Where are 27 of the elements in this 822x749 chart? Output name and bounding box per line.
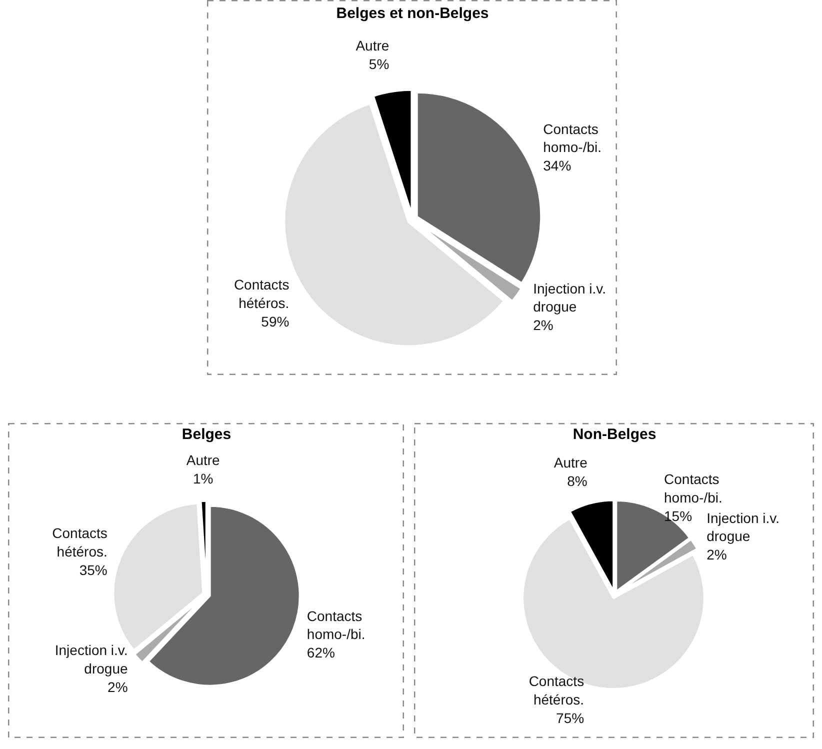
slice-label: Contacts homo-/bi. — [664, 471, 722, 506]
data-label: 59% — [261, 313, 290, 330]
data-label: 62% — [306, 644, 335, 661]
slice-label: Injection i.v. drogue — [533, 280, 606, 315]
chart-title: Non-Belges — [572, 426, 656, 444]
slice-label: Contacts hétéros. — [528, 672, 584, 708]
slice-label: Autre — [356, 37, 390, 54]
slice-label: Contacts homo-/bi. — [543, 120, 602, 156]
slice-label: Contacts hétéros. — [52, 525, 108, 560]
slice-label: Injection i.v. drogue — [54, 642, 128, 676]
slice-label: Contacts homo-/bi. — [306, 608, 366, 642]
data-label: 2% — [108, 678, 128, 695]
slice-label: Injection i.v. drogue — [706, 510, 780, 544]
chart-title: Belges — [182, 426, 232, 444]
slice-label: Autre — [554, 454, 588, 471]
data-label: 2% — [533, 317, 554, 334]
chart-title: Belges et non-Belges — [336, 5, 489, 22]
data-label: 8% — [567, 472, 588, 489]
data-label: 1% — [192, 470, 214, 487]
slice-label: Contacts hétéros. — [234, 276, 290, 311]
slice-label: Autre — [186, 452, 220, 468]
data-label: 75% — [556, 710, 584, 726]
data-label: 15% — [664, 508, 692, 524]
data-label: 2% — [706, 546, 727, 563]
data-label: 5% — [368, 56, 390, 72]
data-label: 35% — [79, 562, 108, 578]
data-label: 34% — [543, 158, 572, 174]
